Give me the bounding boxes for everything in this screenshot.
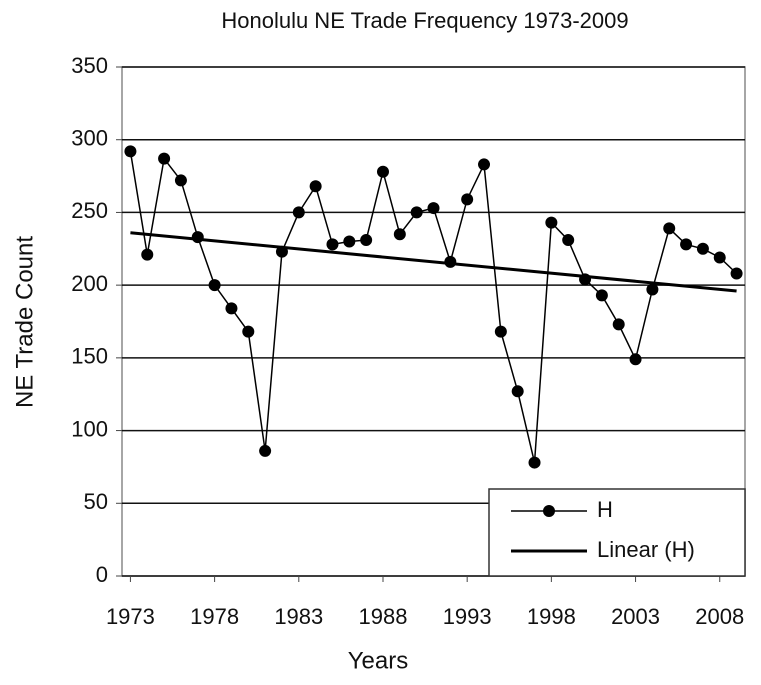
data-point <box>461 193 474 206</box>
data-point <box>225 302 238 315</box>
legend-label: Linear (H) <box>597 537 695 562</box>
data-point <box>478 158 491 171</box>
data-point <box>494 325 507 338</box>
data-point <box>208 279 221 292</box>
x-tick-label: 1988 <box>359 604 408 629</box>
data-point <box>393 228 406 241</box>
y-tick-label: 250 <box>71 198 108 223</box>
y-axis-label: NE Trade Count <box>11 236 38 408</box>
data-point <box>360 234 373 247</box>
data-point <box>124 145 137 158</box>
data-point <box>292 206 305 219</box>
data-point <box>730 267 743 280</box>
data-point <box>663 222 676 235</box>
data-point <box>427 202 440 215</box>
y-tick-label: 350 <box>71 53 108 78</box>
data-point <box>713 251 726 264</box>
data-point <box>326 238 339 251</box>
x-tick-label: 2003 <box>611 604 660 629</box>
data-point <box>696 242 709 255</box>
data-point <box>511 385 524 398</box>
trend-line <box>130 231 737 293</box>
data-point <box>595 289 608 302</box>
data-point <box>242 325 255 338</box>
data-point <box>259 444 272 457</box>
x-tick-label: 2008 <box>695 604 744 629</box>
legend-box <box>488 488 746 577</box>
x-tick-label: 1993 <box>443 604 492 629</box>
y-tick-label: 150 <box>71 344 108 369</box>
legend-label: H <box>597 497 613 522</box>
legend-marker <box>543 505 555 517</box>
data-point <box>343 235 356 248</box>
data-point <box>141 248 154 261</box>
data-point <box>646 283 659 296</box>
data-point <box>158 152 171 165</box>
data-point <box>309 180 322 193</box>
x-tick-label: 1978 <box>190 604 239 629</box>
data-point <box>629 353 642 366</box>
chart-title: Honolulu NE Trade Frequency 1973-2009 <box>221 8 628 33</box>
y-tick-label: 100 <box>71 416 108 441</box>
y-tick-label: 50 <box>84 489 108 514</box>
x-tick-label: 1998 <box>527 604 576 629</box>
y-tick-label: 0 <box>96 562 108 587</box>
data-point <box>376 165 389 178</box>
data-point <box>612 318 625 331</box>
data-point <box>528 456 541 469</box>
data-point <box>174 174 187 187</box>
x-tick-label: 1983 <box>274 604 323 629</box>
data-point <box>410 206 423 219</box>
data-point <box>562 234 575 247</box>
data-point <box>545 216 558 229</box>
data-point <box>191 231 204 244</box>
y-tick-label: 300 <box>71 126 108 151</box>
x-tick-label: 1973 <box>106 604 155 629</box>
x-axis-label: Years <box>348 647 409 674</box>
y-tick-label: 200 <box>71 271 108 296</box>
data-point <box>680 238 693 251</box>
